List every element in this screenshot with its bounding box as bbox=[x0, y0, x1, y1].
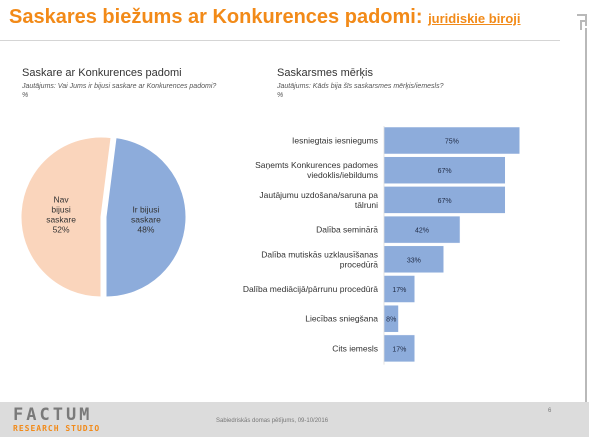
pie-unit: % bbox=[22, 92, 29, 99]
bar-category-label: Cits iemesls bbox=[332, 343, 378, 353]
footer: FACTUM RESEARCH STUDIO Sabiedriskās doma… bbox=[0, 402, 589, 437]
pie-slice-value-label: 48% bbox=[137, 225, 154, 235]
pie-slice bbox=[105, 137, 187, 298]
page-number: 6 bbox=[548, 408, 552, 414]
bar-value-label: 42% bbox=[415, 228, 429, 235]
pie-slice-label: saskare bbox=[131, 215, 161, 225]
bar-value-label: 8% bbox=[386, 317, 396, 324]
bar-unit: % bbox=[277, 92, 284, 99]
pie-slice-label: saskare bbox=[46, 214, 76, 224]
pie-question-text: Jautājums: Vai Jums ir bijusi saskare ar… bbox=[22, 83, 217, 90]
bar bbox=[383, 156, 506, 184]
page-title: Saskares biežums ar Konkurences padomi: … bbox=[9, 6, 521, 29]
title-divider bbox=[0, 40, 560, 41]
page-title-sub: juridiskie biroji bbox=[428, 11, 521, 26]
bar-value-label: 67% bbox=[438, 168, 452, 175]
bar-category-label: Iesniegtais iesniegums bbox=[292, 136, 378, 146]
bar-section-title: Saskarsmes mērķis bbox=[277, 67, 373, 79]
bar-value-label: 17% bbox=[392, 287, 406, 294]
bar-category-label: Dalība seminārā bbox=[316, 225, 378, 235]
bar bbox=[383, 215, 461, 244]
page-title-main: Saskares biežums ar Konkurences padomi: bbox=[9, 6, 429, 28]
bar-question-text: Jautājums: Kāds bija šīs saskarsmes mērķ… bbox=[277, 83, 444, 90]
bar-value-label: 33% bbox=[407, 257, 421, 264]
brand-logo: FACTUM bbox=[13, 405, 93, 425]
bar-category-label: Jautājumu uzdošana/saruna pa bbox=[259, 190, 378, 200]
bar-category-label: Saņemts Konkurences padomes bbox=[255, 160, 378, 170]
bar bbox=[383, 275, 416, 303]
pie-question: Jautājums: Vai Jums ir bijusi saskare ar… bbox=[22, 82, 216, 100]
bar-category-label: tālruni bbox=[355, 200, 378, 210]
brand-tagline: RESEARCH STUDIO bbox=[13, 424, 101, 433]
bar-category-label: Dalība mediācijā/pārrunu procedūrā bbox=[243, 284, 378, 294]
pie-slice-value-label: 52% bbox=[53, 224, 70, 234]
bar-value-label: 67% bbox=[438, 198, 452, 205]
pie-slice-label: Ir bijusi bbox=[132, 205, 159, 215]
bar-category-label: procedūrā bbox=[340, 259, 379, 269]
bar bbox=[383, 126, 520, 155]
pie-section-title: Saskare ar Konkurences padomi bbox=[22, 67, 182, 79]
bar-category-label: viedoklis/iebildums bbox=[307, 170, 378, 180]
bar bbox=[383, 334, 416, 363]
pie-slice-label: Nav bbox=[54, 194, 70, 204]
decorative-corner-brackets bbox=[575, 14, 589, 414]
bar-value-label: 75% bbox=[445, 139, 459, 146]
bar bbox=[383, 186, 506, 214]
bar-category-label: Dalība mutiskās uzklausīšanas bbox=[261, 249, 378, 259]
bar bbox=[383, 245, 444, 274]
pie-slice-label: bijusi bbox=[51, 204, 70, 214]
bar-question: Jautājums: Kāds bija šīs saskarsmes mērķ… bbox=[277, 82, 444, 100]
footer-note: Sabiedriskās domas pētījums, 09-10/2016 bbox=[216, 418, 329, 424]
pie-slice bbox=[20, 136, 112, 298]
bar-category-label: Liecības sniegšana bbox=[305, 314, 378, 324]
bar-value-label: 17% bbox=[392, 346, 406, 353]
